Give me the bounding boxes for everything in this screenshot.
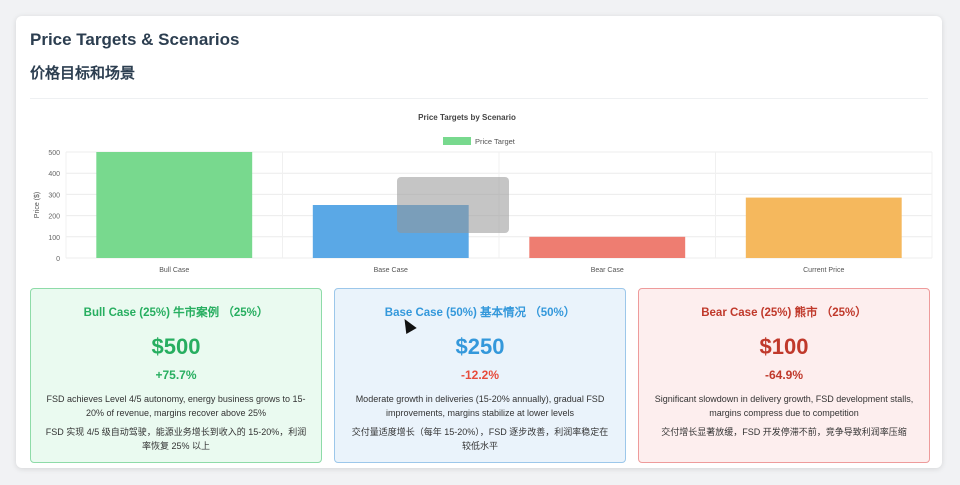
scenarios-panel: Price Targets & Scenarios 价格目标和场景 Price … bbox=[16, 16, 942, 468]
chart-title: Price Targets by Scenario bbox=[418, 113, 516, 122]
page-title: Price Targets & Scenarios bbox=[30, 30, 240, 49]
y-tick-label: 100 bbox=[48, 235, 60, 242]
card-description: Moderate growth in deliveries (15-20% an… bbox=[355, 394, 605, 418]
x-tick-label: Base Case bbox=[374, 267, 408, 274]
card-header: Bull Case (25%) 牛市案例 （25%） bbox=[83, 307, 269, 319]
bull-case-card: Bull Case (25%) 牛市案例 （25%） $500 +75.7% F… bbox=[30, 288, 322, 463]
card-description: FSD achieves Level 4/5 autonomy, energy … bbox=[46, 394, 306, 418]
card-price: $250 bbox=[455, 334, 505, 359]
y-tick-label: 200 bbox=[48, 214, 60, 221]
legend-swatch[interactable] bbox=[443, 137, 471, 145]
y-tick-label: 0 bbox=[56, 256, 60, 263]
card-change: -64.9% bbox=[764, 368, 804, 382]
y-axis-label: Price ($) bbox=[34, 192, 41, 218]
card-description-zh: 交付量适度增长（每年 15-20%），FSD 逐步改善，利润率稳定在较低水平 bbox=[351, 427, 609, 451]
bear-case-card: Bear Case (25%) 熊市 （25%） $100 -64.9% Sig… bbox=[638, 288, 930, 463]
page-subtitle: 价格目标和场景 bbox=[30, 65, 136, 82]
card-header: Bear Case (25%) 熊市 （25%） bbox=[701, 307, 867, 319]
drag-overlay bbox=[397, 177, 509, 233]
legend-label[interactable]: Price Target bbox=[475, 137, 516, 146]
price-targets-chart: Price Targets by Scenario Price Target P… bbox=[34, 113, 933, 274]
bar[interactable] bbox=[96, 152, 253, 258]
card-change: -12.2% bbox=[460, 368, 500, 382]
card-change: +75.7% bbox=[155, 368, 197, 382]
card-price: $500 bbox=[151, 334, 201, 359]
x-tick-label: Bear Case bbox=[591, 267, 624, 274]
y-tick-label: 500 bbox=[48, 150, 60, 157]
base-case-card: Base Case (50%) 基本情况 （50%） $250 -12.2% M… bbox=[334, 288, 626, 463]
card-description: Significant slowdown in delivery growth,… bbox=[654, 394, 914, 418]
y-tick-label: 400 bbox=[48, 171, 60, 178]
bar[interactable] bbox=[745, 197, 902, 258]
y-tick-label: 300 bbox=[48, 192, 60, 199]
card-description-zh: FSD 实现 4/5 级自动驾驶，能源业务增长到收入的 15-20%，利润率恢复… bbox=[45, 427, 307, 451]
divider bbox=[30, 98, 928, 99]
x-tick-label: Bull Case bbox=[159, 267, 189, 274]
card-price: $100 bbox=[759, 334, 809, 359]
bar[interactable] bbox=[529, 236, 686, 258]
x-tick-label: Current Price bbox=[803, 267, 844, 274]
card-description-zh: 交付增长显著放缓，FSD 开发停滞不前，竞争导致利润率压缩 bbox=[661, 427, 907, 437]
card-header: Base Case (50%) 基本情况 （50%） bbox=[384, 307, 576, 319]
